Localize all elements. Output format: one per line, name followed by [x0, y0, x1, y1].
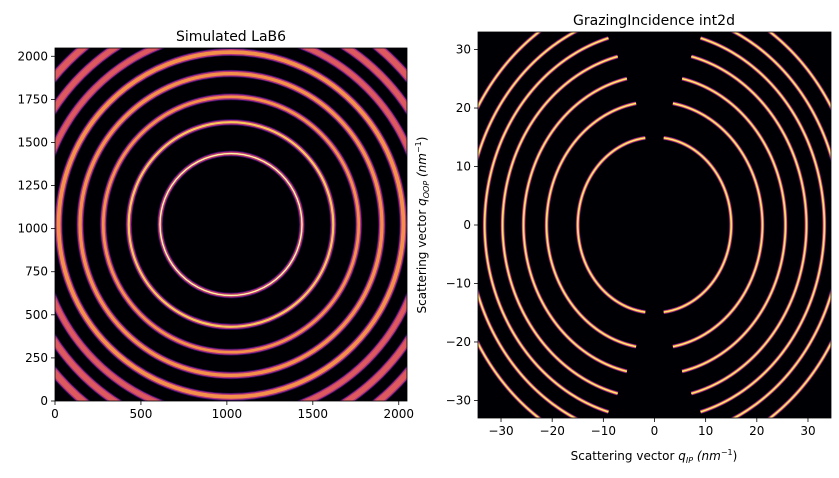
- y-tick-label: −20: [446, 335, 471, 349]
- x-tick-label: −30: [488, 424, 513, 438]
- y-tick-label: −30: [446, 393, 471, 407]
- right-ring: [500, 54, 809, 396]
- right-ring: [575, 135, 734, 315]
- y-tick-label: 0: [40, 394, 48, 408]
- left-plot-area: [55, 48, 407, 401]
- left-rings: [55, 48, 407, 401]
- left-plot: Simulated LaB6 0 500 1000 1500 2000 0 250 500 7…: [17, 29, 414, 421]
- right-plot-title: GrazingIncidence int2d: [573, 13, 735, 29]
- left-x-axis: 0 500 1000 1500 2000: [51, 401, 414, 421]
- x-tick-label: 10: [698, 424, 713, 438]
- x-tick-label: −20: [540, 424, 565, 438]
- x-tick-label: 1000: [212, 407, 243, 421]
- right-ring: [521, 76, 788, 374]
- right-x-axis: −30 −20 −10 0 10 20 30: [488, 418, 816, 438]
- left-ring: [157, 150, 305, 299]
- right-y-axis: −30 −20 −10 0 10 20 30: [446, 43, 478, 407]
- right-ring: [478, 32, 831, 418]
- right-ring: [482, 36, 827, 414]
- x-tick-label: 0: [651, 424, 659, 438]
- left-axes-frame: [54, 47, 408, 402]
- y-tick-label: 10: [456, 160, 471, 174]
- y-tick-label: 30: [456, 43, 471, 57]
- x-tick-label: −10: [591, 424, 616, 438]
- left-ring: [76, 69, 386, 380]
- y-tick-label: 1500: [17, 135, 48, 149]
- x-tick-label: 1500: [298, 407, 329, 421]
- y-tick-label: −10: [446, 276, 471, 290]
- x-tick-label: 2000: [383, 407, 414, 421]
- y-tick-label: 1750: [17, 92, 48, 106]
- y-tick-label: 2000: [17, 49, 48, 63]
- right-x-axis-label: Scattering vector qIP (nm−1): [571, 448, 738, 465]
- left-ring: [125, 119, 337, 330]
- right-plot-area: [478, 32, 831, 418]
- y-tick-label: 250: [25, 351, 48, 365]
- y-tick-label: 750: [25, 265, 48, 279]
- x-tick-label: 500: [129, 407, 152, 421]
- x-tick-label: 20: [749, 424, 764, 438]
- y-tick-label: 0: [463, 218, 471, 232]
- left-ring: [99, 93, 363, 356]
- right-ring: [478, 32, 831, 418]
- y-tick-label: 1250: [17, 179, 48, 193]
- left-plot-title: Simulated LaB6: [176, 29, 286, 45]
- y-tick-label: 1000: [17, 222, 48, 236]
- right-plot: GrazingIncidence int2d −30 −20 −10 0 10 20 30 …: [414, 13, 832, 465]
- left-y-axis: 0 250 500 750 1000 1250 1500 1750 2000: [17, 49, 55, 408]
- right-ring: [544, 101, 765, 349]
- x-tick-label: 0: [51, 407, 59, 421]
- y-tick-label: 500: [25, 308, 48, 322]
- right-rings: [478, 32, 831, 418]
- x-tick-label: 30: [800, 424, 815, 438]
- left-ring: [55, 48, 407, 401]
- y-tick-label: 20: [456, 101, 471, 115]
- right-y-axis-label: Scattering vector qOOP (nm−1): [414, 137, 431, 314]
